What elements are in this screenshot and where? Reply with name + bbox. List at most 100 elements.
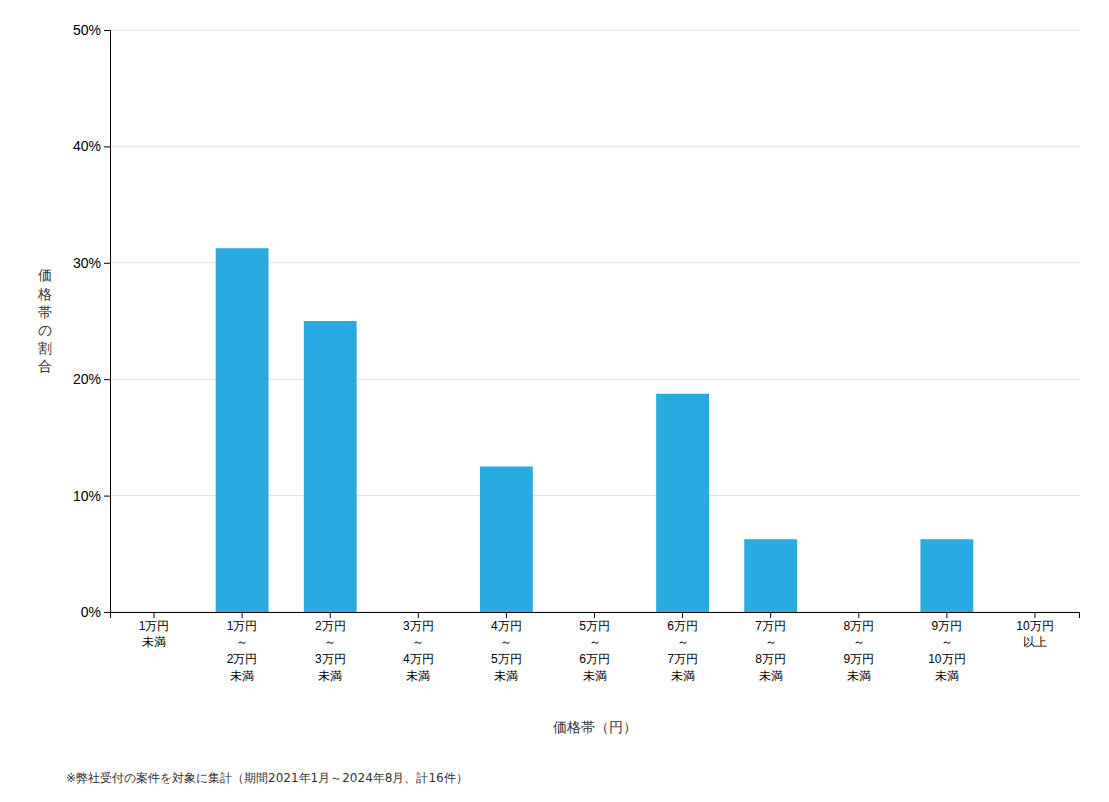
y-tick: 50% xyxy=(73,22,110,38)
x-tick-label-line: ～ xyxy=(500,635,512,649)
bars xyxy=(216,248,974,612)
x-tick: 10万円以上 xyxy=(1016,612,1053,649)
y-tick-mark xyxy=(104,30,110,31)
y-axis-title: 価格帯の割合 xyxy=(37,267,52,374)
x-tick-mark xyxy=(154,612,155,618)
x-tick: 9万円～10万円未満 xyxy=(928,612,965,683)
y-tick: 30% xyxy=(73,255,110,271)
y-tick-label: 30% xyxy=(73,255,101,271)
y-tick-label: 20% xyxy=(73,371,101,387)
x-tick-label-line: 未満 xyxy=(406,669,430,683)
x-tick: 4万円～5万円未満 xyxy=(491,612,522,683)
y-tick: 10% xyxy=(73,488,110,504)
x-tick-mark xyxy=(330,612,331,618)
y-tick: 0% xyxy=(81,604,110,620)
x-tick-label-line: 9万円 xyxy=(843,652,874,666)
x-tick: 1万円未満 xyxy=(139,612,170,649)
x-tick-label-line: 未満 xyxy=(583,669,607,683)
y-axis-line xyxy=(104,31,111,613)
x-tick-label-line: 8万円 xyxy=(843,619,874,633)
x-tick-label-line: 7万円 xyxy=(755,619,786,633)
y-tick-label: 10% xyxy=(73,488,101,504)
x-tick-mark xyxy=(858,612,859,618)
x-tick-label: 4万円～5万円未満 xyxy=(491,619,522,683)
x-tick-label: 2万円～3万円未満 xyxy=(315,619,346,683)
x-tick-label-line: 10万円 xyxy=(1016,619,1053,633)
x-tick-mark xyxy=(594,612,595,618)
x-tick-label-line: 未満 xyxy=(759,669,783,683)
x-tick-label-line: 未満 xyxy=(142,635,166,649)
bar xyxy=(920,539,973,612)
bar xyxy=(480,467,533,613)
x-tick-label-line: 3万円 xyxy=(403,619,434,633)
x-tick-label-line: 6万円 xyxy=(579,652,610,666)
x-tick-label-line: ～ xyxy=(412,635,424,649)
bar xyxy=(832,612,885,613)
x-tick-label-line: ～ xyxy=(677,635,689,649)
x-tick-label: 3万円～4万円未満 xyxy=(403,619,434,683)
y-tick: 20% xyxy=(73,371,110,387)
bar xyxy=(656,394,709,612)
x-tick-label: 9万円～10万円未満 xyxy=(928,619,965,683)
x-tick-label: 1万円未満 xyxy=(139,619,170,650)
y-tick-mark xyxy=(104,263,110,264)
x-tick: 1万円 ～ 2万円未満 xyxy=(227,612,258,683)
x-tick-label-line: ～ xyxy=(324,635,336,649)
x-tick: 6万円～7万円未満 xyxy=(667,612,698,683)
x-tick-mark xyxy=(418,612,419,618)
y-tick-mark xyxy=(104,612,110,613)
x-tick-label-line: 5万円 xyxy=(491,652,522,666)
y-axis: 0% 10% 20% 30% 40% 50% xyxy=(73,22,111,620)
x-tick-label-line: 以上 xyxy=(1023,635,1047,649)
y-axis-title-line: 格 xyxy=(37,286,52,302)
x-tick-label-line: ～ xyxy=(236,635,248,649)
bar xyxy=(1009,612,1062,613)
x-tick-label-line: ～ xyxy=(853,635,865,649)
x-tick-label: 6万円～7万円未満 xyxy=(667,619,698,683)
x-tick-mark xyxy=(946,612,947,618)
bar xyxy=(744,539,797,612)
x-tick-label-line: ～ xyxy=(589,635,601,649)
x-tick-label-line: 1万円 xyxy=(227,619,258,633)
x-tick-mark xyxy=(682,612,683,618)
x-tick-label-line: 3万円 xyxy=(315,652,346,666)
x-tick-mark xyxy=(1034,612,1035,618)
x-tick-label-line: 5万円 xyxy=(579,619,610,633)
y-tick: 40% xyxy=(73,138,110,154)
x-tick-label-line: 4万円 xyxy=(491,619,522,633)
x-tick-label-line: 2万円 xyxy=(227,652,258,666)
x-tick-label-line: 未満 xyxy=(935,669,959,683)
x-tick-label-line: 8万円 xyxy=(755,652,786,666)
y-tick-mark xyxy=(104,496,110,497)
x-tick-label: 10万円以上 xyxy=(1016,619,1053,650)
chart-svg: 0%10%20%30%40%50%1万円未満1万円～2万円未満2万円～3万円未満… xyxy=(0,0,1109,802)
x-axis-title: 価格帯（円） xyxy=(553,719,637,735)
x-tick-label: 5万円 ～ 6万円未満 xyxy=(579,619,610,683)
y-tick-mark xyxy=(104,146,110,147)
x-tick-mark xyxy=(242,612,243,618)
x-tick-label-line: 未満 xyxy=(230,669,254,683)
x-tick-label: 8万円～9万円未満 xyxy=(843,619,874,683)
chart-container: 0%10%20%30%40%50%1万円未満1万円～2万円未満2万円～3万円未満… xyxy=(0,0,1109,802)
bar xyxy=(128,612,181,613)
bar xyxy=(216,248,269,612)
y-axis-title-line: 帯 xyxy=(38,304,52,320)
x-tick: 3万円～4万円未満 xyxy=(403,612,434,683)
y-axis-title-line: の xyxy=(38,322,52,338)
bar xyxy=(392,612,445,613)
x-tick: 7万円 ～ 8万円未満 xyxy=(755,612,786,683)
x-tick-mark xyxy=(770,612,771,618)
grid-line xyxy=(110,30,1079,31)
x-tick-label-line: 未満 xyxy=(671,669,695,683)
x-tick-label-line: ～ xyxy=(765,635,777,649)
x-tick-label: 7万円 ～ 8万円未満 xyxy=(755,619,786,683)
y-tick-label: 50% xyxy=(73,22,101,38)
x-tick-label-line: 2万円 xyxy=(315,619,346,633)
y-tick-label: 0% xyxy=(81,604,101,620)
y-axis-title-line: 割 xyxy=(38,340,52,356)
x-axis: 1万円未満1万円～2万円未満2万円～3万円未満3万円～4万円未満4万円～5万円未… xyxy=(111,612,1080,683)
grid-line xyxy=(110,146,1079,147)
footnote: ※弊社受付の案件を対象に集計（期間2021年1月～2024年8月、計16件） xyxy=(66,771,468,785)
x-tick-label-line: 9万円 xyxy=(932,619,963,633)
y-axis-title-line: 価 xyxy=(38,267,52,283)
